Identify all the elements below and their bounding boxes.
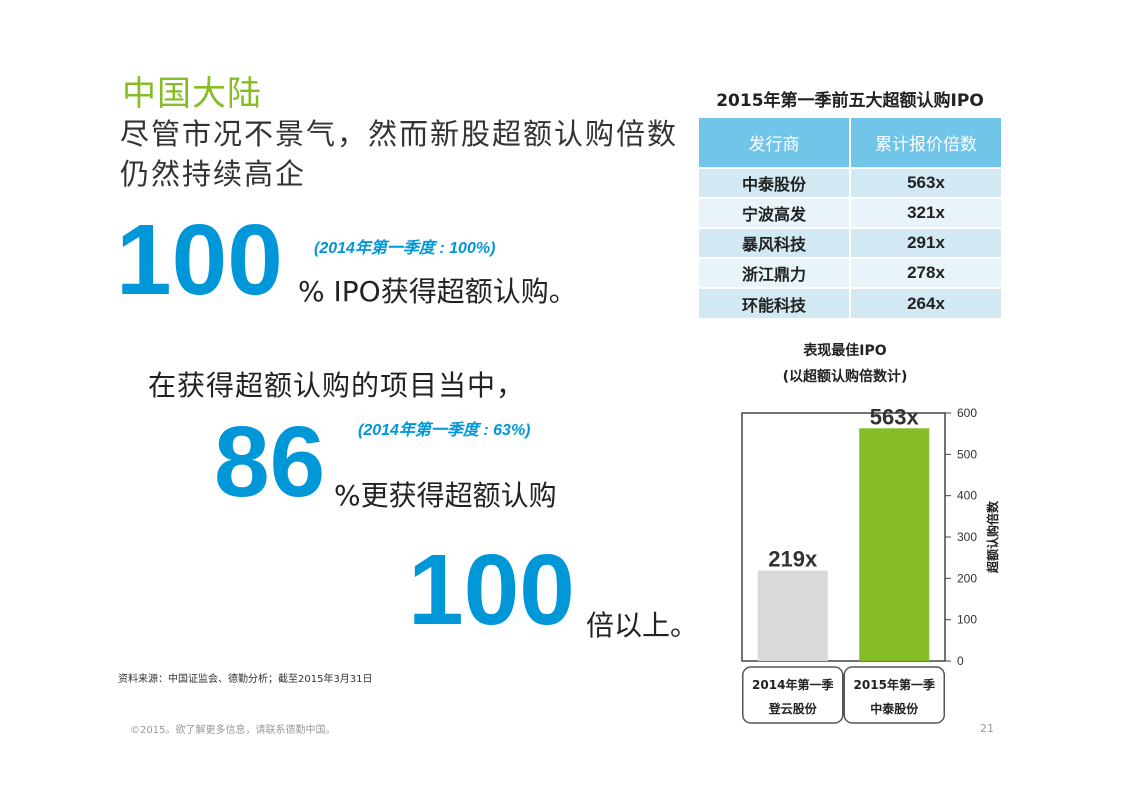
table-row: 环能科技 264x: [699, 287, 1001, 318]
y-tick-label: 300: [957, 530, 977, 544]
category-label-line1: 2014年第一季: [752, 677, 834, 692]
bar-value-label: 563x: [870, 404, 920, 429]
chart-subtitle: (以超额认购倍数计): [782, 369, 908, 385]
table-cell-multiple: 563x: [850, 167, 1001, 198]
table-cell-issuer: 暴风科技: [699, 227, 851, 258]
stat2-intro: 在获得超额认购的项目当中，: [148, 369, 526, 402]
chart-title: 表现最佳IPO: [803, 343, 887, 359]
category-label-line2: 中泰股份: [870, 701, 919, 716]
table-cell-issuer: 环能科技: [699, 287, 851, 318]
table-cell-multiple: 291x: [850, 227, 1001, 258]
stat3-number: 100: [408, 534, 575, 646]
category-label-line2: 登云股份: [768, 701, 818, 716]
table-cell-issuer: 浙江鼎力: [699, 257, 851, 288]
table-row: 暴风科技 291x: [699, 227, 1001, 258]
source-note: 资料来源：中国证监会、德勤分析；截至2015年3月31日: [118, 674, 373, 685]
table-cell-issuer: 宁波高发: [699, 197, 851, 228]
headline: 尽管市况不景气，然而新股超额认购倍数仍然持续高企: [120, 117, 679, 191]
stat2-number: 86: [214, 406, 326, 518]
stat2-note: (2014年第一季度 : 63%): [358, 422, 531, 439]
table-header-issuer: 发行商: [699, 118, 851, 168]
y-tick-label: 400: [957, 489, 977, 503]
footer-text: ©2015。欲了解更多信息，请联系德勤中国。: [130, 725, 336, 736]
table-row: 中泰股份 563x: [699, 167, 1001, 198]
bar-value-label: 219x: [768, 546, 818, 571]
table-cell-multiple: 278x: [850, 257, 1001, 288]
bar-chart: 0 100 200 300 400 500 600 超额认购倍数 219x 2014年第一季登云股…: [741, 404, 1000, 724]
table-title: 2015年第一季前五大超额认购IPO: [716, 91, 984, 111]
y-tick-label: 0: [957, 654, 964, 668]
bar: [757, 570, 828, 661]
table-cell-multiple: 264x: [850, 287, 1001, 318]
stat3-text: 倍以上。: [586, 609, 699, 642]
ipo-table: 发行商 累计报价倍数 中泰股份 563x 宁波高发 321x 暴风科技 291x…: [699, 118, 1001, 318]
chart-title-block: 表现最佳IPO (以超额认购倍数计): [740, 338, 950, 390]
y-axis-label: 超额认购倍数: [985, 500, 1000, 574]
y-tick-label: 500: [957, 447, 977, 461]
table-row: 浙江鼎力 278x: [699, 257, 1001, 288]
page-number: 21: [980, 722, 994, 735]
table-header-row: 发行商 累计报价倍数: [699, 118, 1001, 168]
table-header-multiple: 累计报价倍数: [850, 118, 1001, 168]
category-box: [742, 666, 844, 724]
table-cell-issuer: 中泰股份: [699, 167, 851, 198]
category-box: [843, 666, 945, 724]
y-tick-label: 600: [957, 406, 977, 420]
category-label-line1: 2015年第一季: [854, 677, 936, 692]
y-tick-label: 200: [957, 571, 977, 585]
table-row: 宁波高发 321x: [699, 197, 1001, 228]
bar: [859, 428, 930, 661]
y-tick-label: 100: [957, 613, 977, 627]
stat1-number: 100: [116, 204, 283, 316]
stat2-text: %更获得超额认购: [334, 479, 557, 512]
section-title: 中国大陆: [122, 74, 262, 114]
table-cell-multiple: 321x: [850, 197, 1001, 228]
stat1-note: (2014年第一季度 : 100%): [314, 240, 496, 257]
stat1-text: % IPO获得超额认购。: [298, 275, 577, 308]
